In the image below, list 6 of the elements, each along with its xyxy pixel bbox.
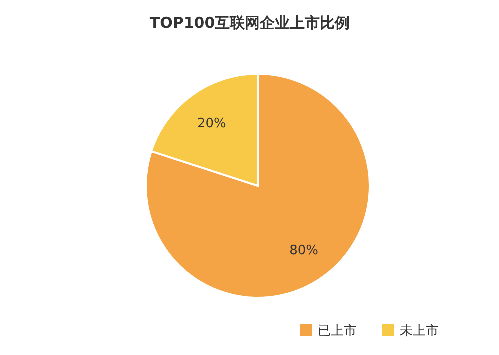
legend-label: 已上市 bbox=[318, 324, 357, 339]
legend-label: 未上市 bbox=[400, 324, 439, 339]
pie-slice bbox=[145, 73, 371, 299]
data-label: 20% bbox=[197, 116, 226, 132]
chart-title: TOP100互联网企业上市比例 bbox=[150, 14, 350, 32]
data-label: 80% bbox=[290, 243, 319, 258]
